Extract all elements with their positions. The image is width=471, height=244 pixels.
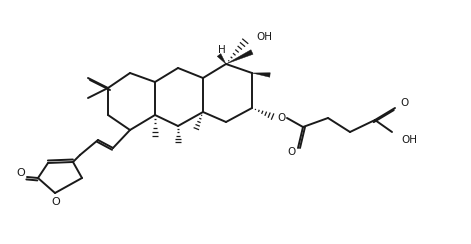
Text: OH: OH [256,32,272,42]
Text: O: O [288,147,296,157]
Polygon shape [217,54,226,64]
Text: O: O [16,168,25,178]
Text: O: O [400,98,408,108]
Text: H: H [218,45,226,55]
Text: OH: OH [401,135,417,145]
Text: O: O [52,197,60,207]
Text: O: O [278,113,286,123]
Polygon shape [226,50,253,64]
Polygon shape [252,73,270,77]
